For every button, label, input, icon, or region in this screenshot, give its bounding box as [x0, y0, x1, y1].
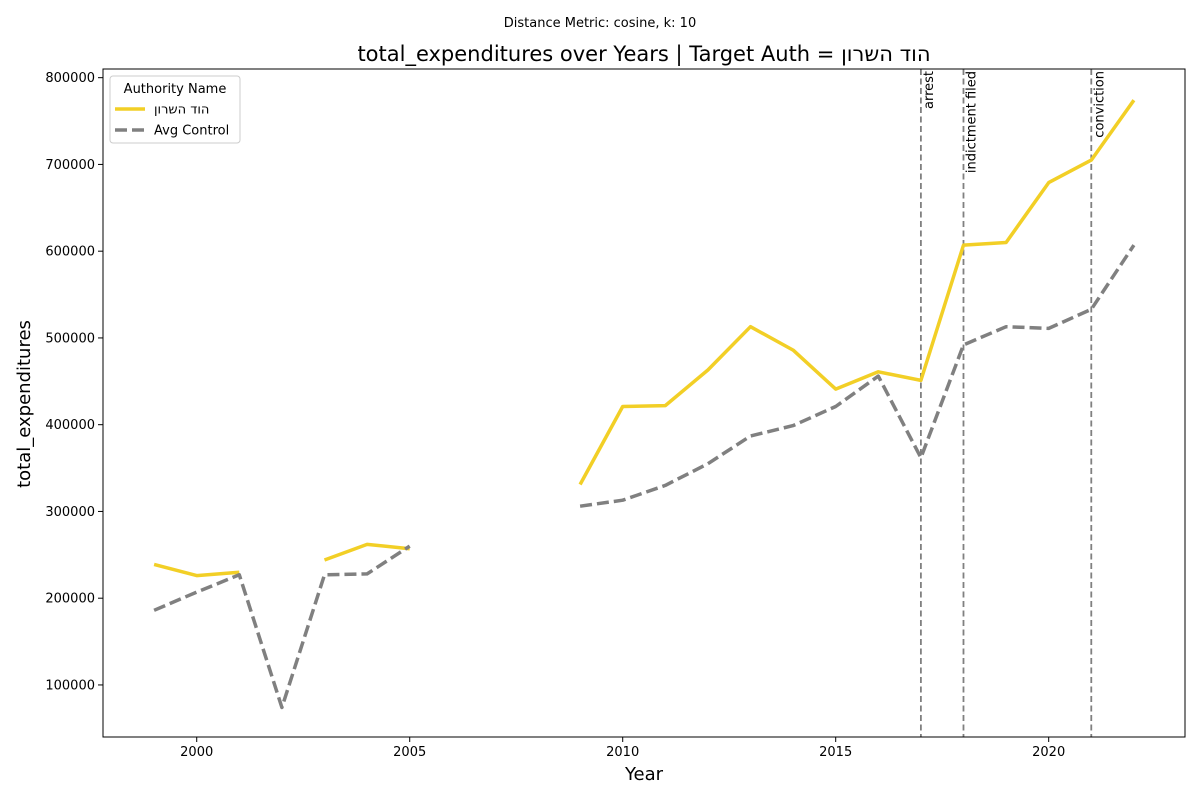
chart-title: total_expenditures over Years | Target A… — [357, 42, 930, 67]
y-tick-label-3: 400000 — [45, 418, 95, 433]
series-0-line-1 — [323, 542, 410, 562]
chart-suptitle: Distance Metric: cosine, k: 10 — [504, 16, 696, 31]
legend-label-0: הוד השרון — [154, 103, 209, 118]
y-tick-label-5: 600000 — [45, 245, 95, 260]
x-tick-label-3: 2015 — [819, 745, 852, 760]
x-tick-label-1: 2005 — [393, 745, 426, 760]
y-tick-label-0: 100000 — [45, 678, 95, 693]
y-tick-label-2: 300000 — [45, 505, 95, 520]
series-1-line-0 — [153, 544, 411, 710]
event-label-1: indictment filed — [964, 71, 979, 173]
y-tick-label-7: 800000 — [45, 71, 95, 86]
y-tick-label-6: 700000 — [45, 158, 95, 173]
x-tick-label-0: 2000 — [180, 745, 213, 760]
series-0-line-2 — [578, 99, 1136, 486]
series-1 — [153, 244, 1136, 710]
event-label-2: conviction — [1092, 71, 1107, 138]
legend-box — [109, 75, 241, 144]
event-label-0: arrest — [922, 71, 937, 109]
plot-area: arrest indictment filed conviction 2000 2005… — [45, 68, 1186, 760]
x-tick-label-2: 2010 — [606, 745, 639, 760]
y-axis-label: total_expenditures — [14, 320, 35, 488]
series-0-line-0 — [153, 562, 240, 578]
legend: Authority Name הוד השרון Avg Control — [109, 75, 241, 144]
series-0 — [153, 99, 1136, 578]
y-tick-label-1: 200000 — [45, 592, 95, 607]
plot-frame — [102, 68, 1186, 738]
series-1-line-1 — [579, 244, 1136, 508]
legend-title: Authority Name — [124, 82, 227, 97]
y-tick-label-4: 500000 — [45, 331, 95, 346]
x-tick-label-4: 2020 — [1032, 745, 1065, 760]
legend-label-1: Avg Control — [154, 124, 229, 139]
x-axis-label: Year — [624, 764, 664, 785]
